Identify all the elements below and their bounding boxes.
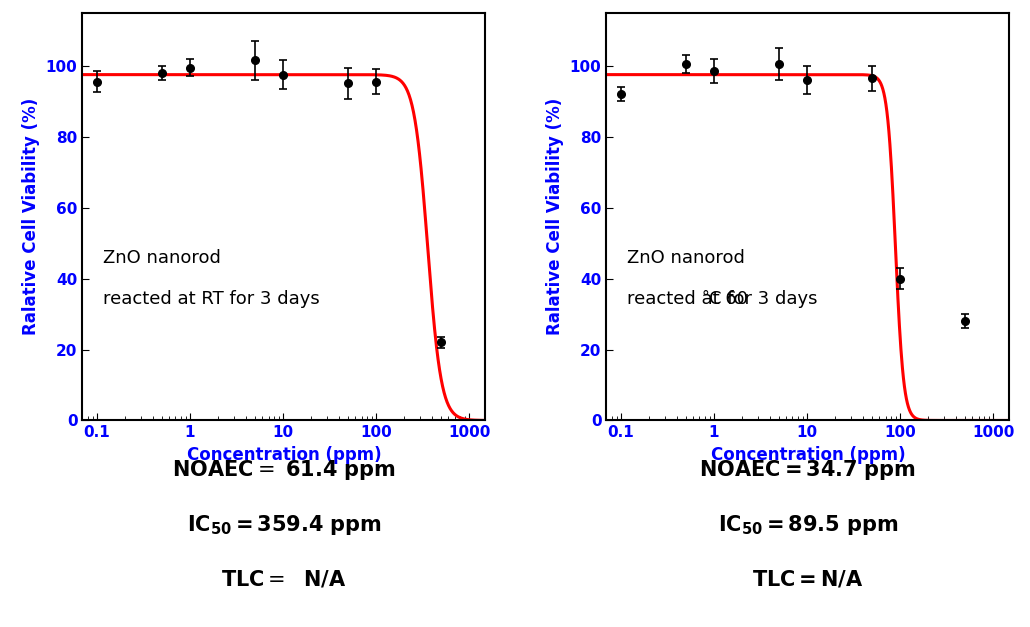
Text: C for 3 days: C for 3 days xyxy=(709,290,818,308)
Text: reacted at 60: reacted at 60 xyxy=(626,290,753,308)
Text: $\mathbf{NOAEC = 34.7\ ppm}$: $\mathbf{NOAEC = 34.7\ ppm}$ xyxy=(699,458,917,482)
Text: ZnO nanorod: ZnO nanorod xyxy=(103,249,220,267)
Text: $\mathbf{IC_{50} = 89.5\ ppm}$: $\mathbf{IC_{50} = 89.5\ ppm}$ xyxy=(718,513,898,537)
Y-axis label: Ralative Cell Viability (%): Ralative Cell Viability (%) xyxy=(546,98,564,335)
Text: $\mathbf{IC_{50} = 359.4\ ppm}$: $\mathbf{IC_{50} = 359.4\ ppm}$ xyxy=(186,513,381,537)
Text: °: ° xyxy=(701,290,709,305)
Text: reacted at RT for 3 days: reacted at RT for 3 days xyxy=(103,290,319,308)
Y-axis label: Ralative Cell Viability (%): Ralative Cell Viability (%) xyxy=(23,98,40,335)
X-axis label: Concentration (ppm): Concentration (ppm) xyxy=(186,446,381,464)
Text: ZnO nanorod: ZnO nanorod xyxy=(626,249,745,267)
X-axis label: Concentration (ppm): Concentration (ppm) xyxy=(711,446,905,464)
Text: $\mathbf{TLC = N/A}$: $\mathbf{TLC = N/A}$ xyxy=(752,569,864,590)
Text: $\mathbf{NOAEC} = \ \mathbf{61.4\ ppm}$: $\mathbf{NOAEC} = \ \mathbf{61.4\ ppm}$ xyxy=(172,458,396,482)
Text: $\mathbf{TLC} = \ \ \mathbf{N/A}$: $\mathbf{TLC} = \ \ \mathbf{N/A}$ xyxy=(221,569,346,590)
